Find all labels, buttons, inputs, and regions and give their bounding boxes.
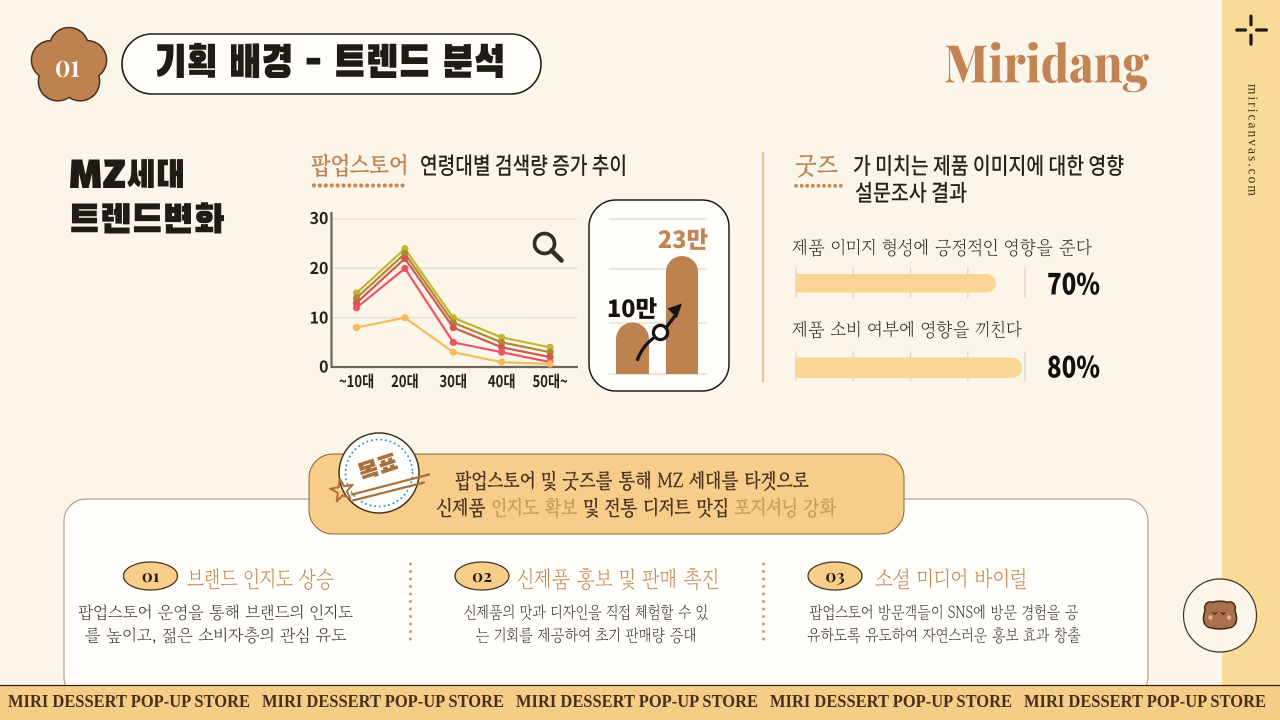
svg-text:MIRI DESSERT POP-UP STORE: MIRI DESSERT POP-UP STORE xyxy=(516,691,758,711)
svg-text:MIRI DESSERT POP-UP STORE: MIRI DESSERT POP-UP STORE xyxy=(1024,691,1266,711)
svg-text:MIRI DESSERT POP-UP STORE: MIRI DESSERT POP-UP STORE xyxy=(770,691,1012,711)
svg-text:miricanvas.com: miricanvas.com xyxy=(1246,84,1261,198)
svg-text:MIRI DESSERT POP-UP STORE: MIRI DESSERT POP-UP STORE xyxy=(8,691,250,711)
svg-text:MIRI DESSERT POP-UP STORE: MIRI DESSERT POP-UP STORE xyxy=(262,691,504,711)
